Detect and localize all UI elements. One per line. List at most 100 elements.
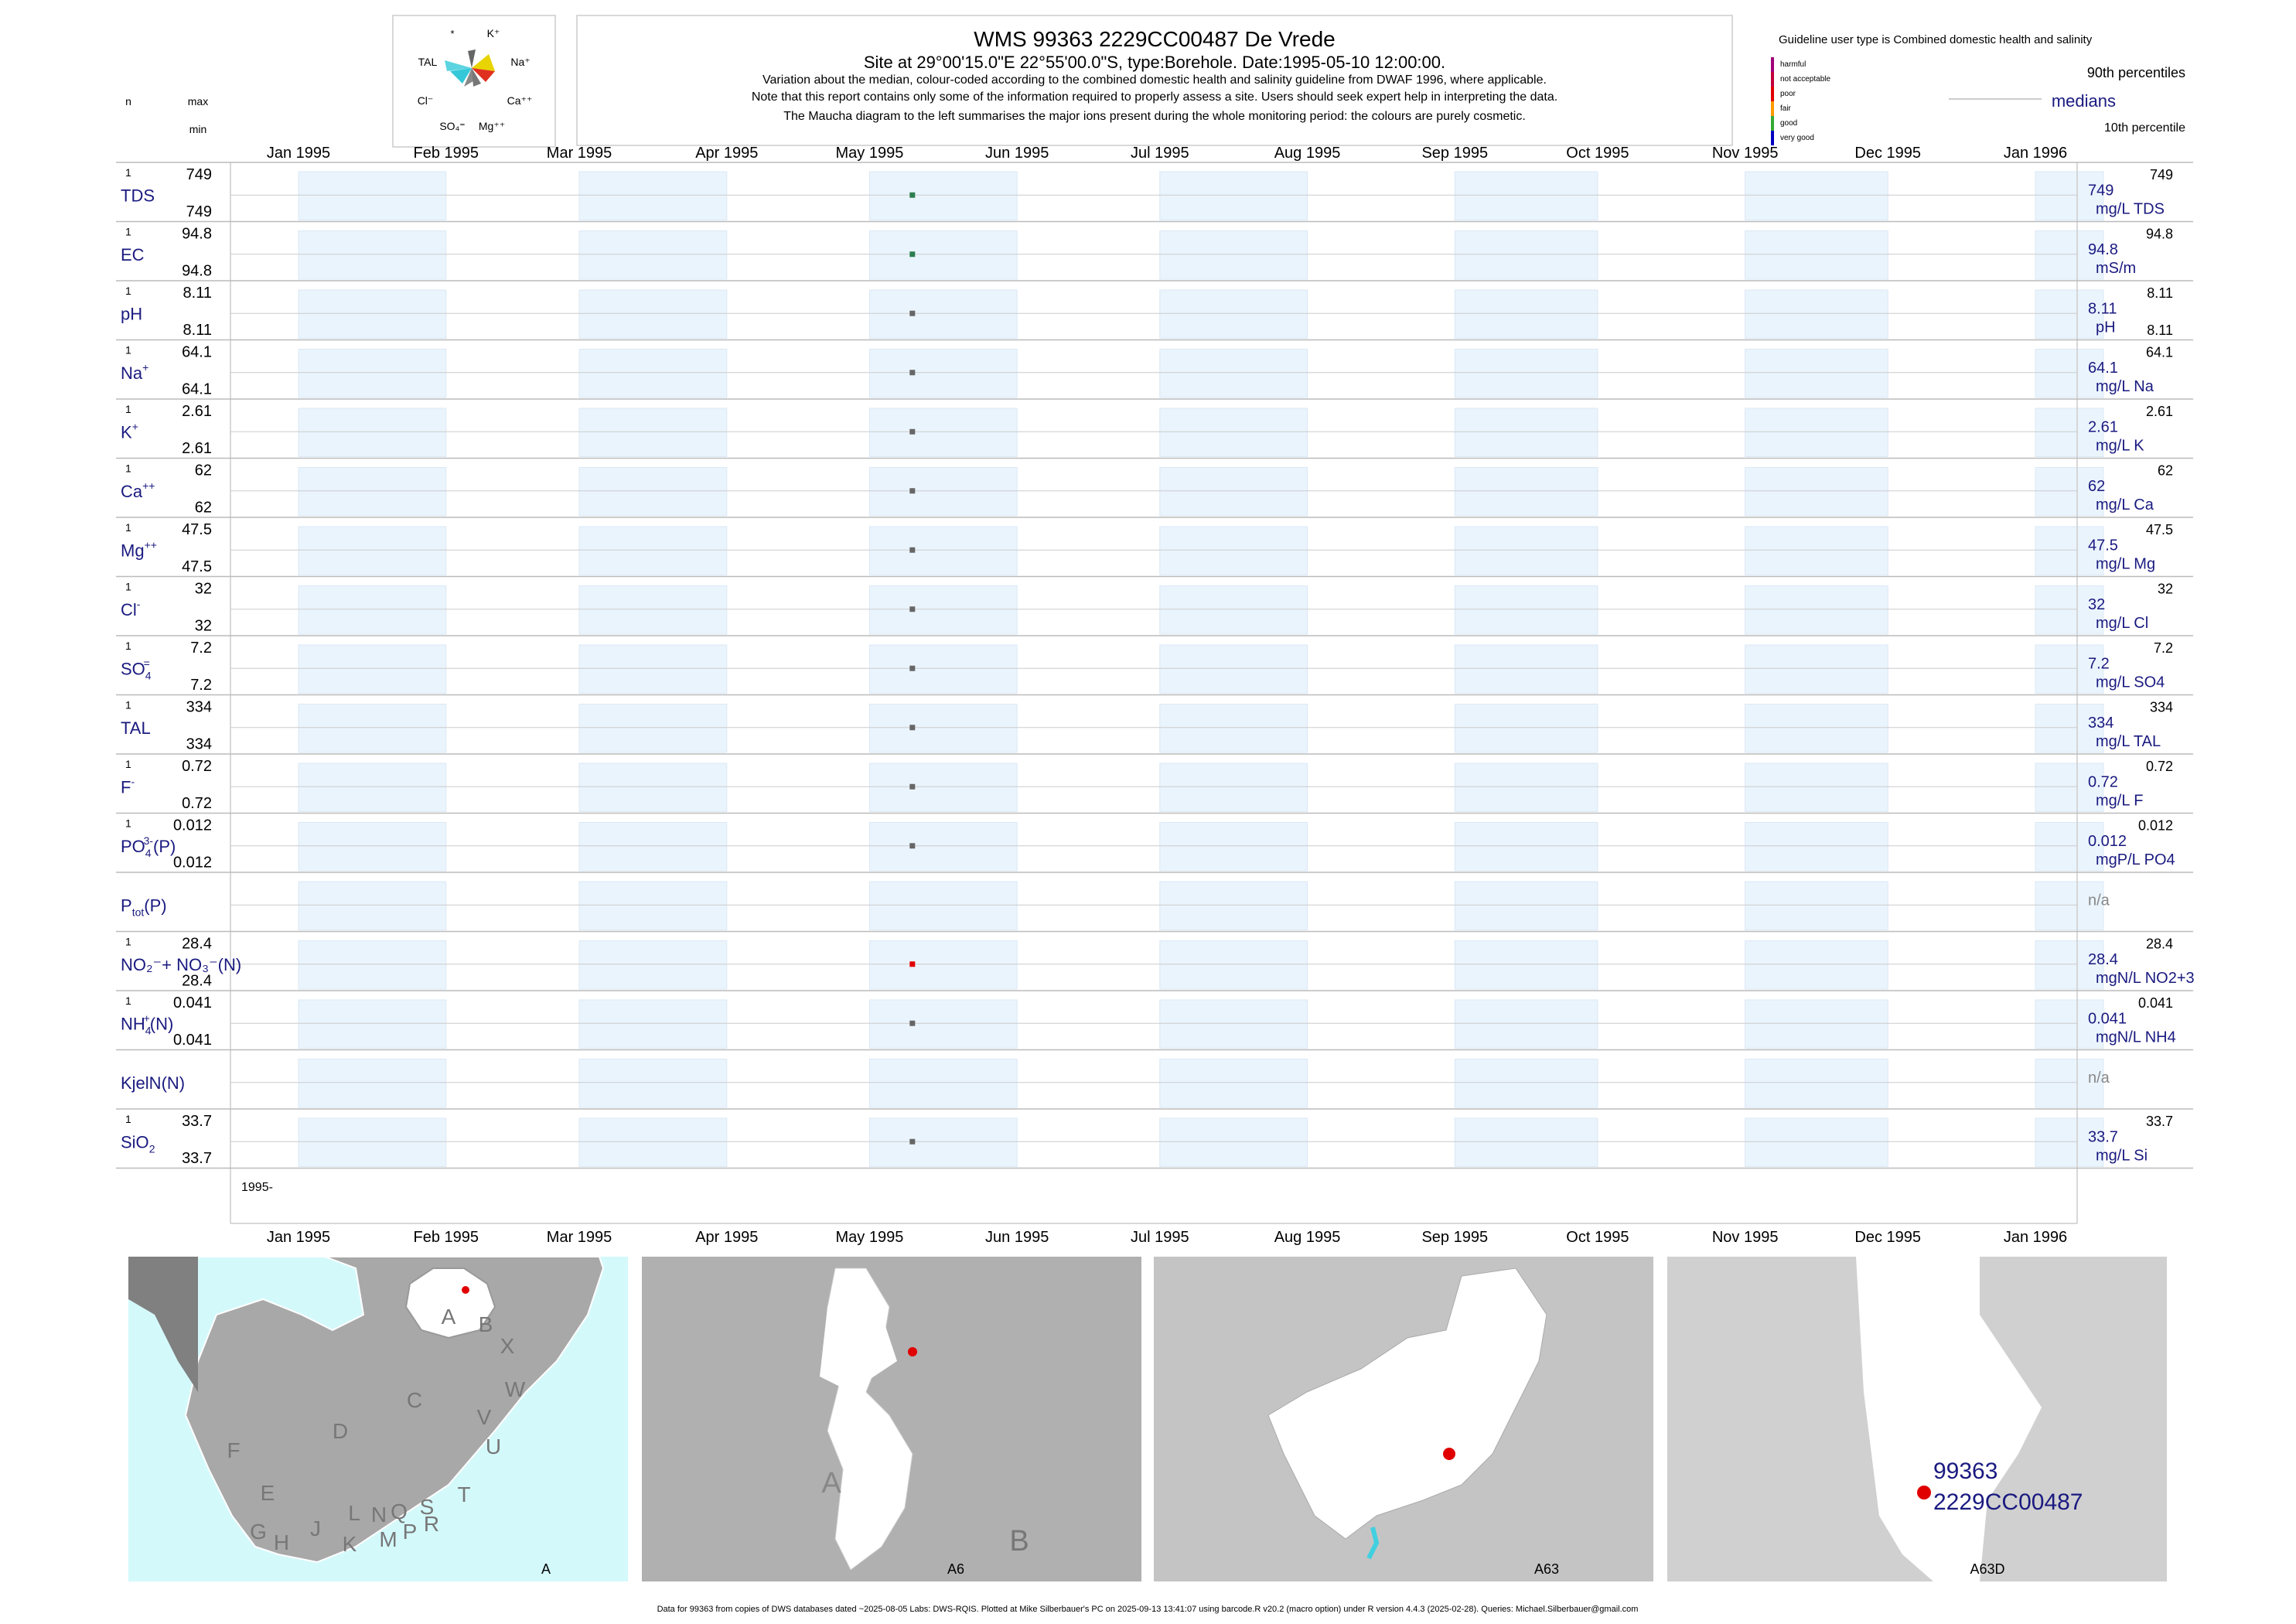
month-band: [578, 1059, 728, 1108]
row-median: 0.72: [2088, 773, 2118, 790]
maucha-label: SO₄⁼: [439, 120, 465, 132]
month-band: [1454, 940, 1598, 990]
parameter-row: 1 0.72 0.72 F- 0.72 mg/L F 0.72: [116, 753, 2193, 812]
region-letter: U: [486, 1435, 501, 1459]
map-letter: A: [821, 1467, 841, 1499]
month-band: [868, 822, 1018, 872]
month-band: [1745, 822, 1888, 872]
month-band: [578, 644, 728, 694]
data-point: [909, 488, 916, 494]
row-median: n/a: [2088, 892, 2110, 909]
month-band: [1454, 585, 1598, 635]
data-point: [909, 843, 916, 849]
month-band: [298, 349, 447, 398]
month-band: [868, 763, 1018, 812]
row-p90: 0.041: [2138, 995, 2173, 1011]
month-tick-label: Dec 1995: [1854, 1229, 1921, 1246]
month-band: [1745, 526, 1888, 575]
month-band: [578, 822, 728, 872]
month-band: [578, 171, 728, 220]
data-point: [909, 1138, 916, 1145]
region-letter: W: [505, 1377, 526, 1401]
month-band: [578, 467, 728, 517]
month-band: [578, 999, 728, 1049]
bottom-year-label: 1995-: [241, 1181, 273, 1194]
month-tick-label: Jan 1995: [267, 145, 330, 162]
row-min: 0.041: [173, 1032, 212, 1049]
row-min: 94.8: [182, 263, 212, 280]
row-label: NO₂⁻+ NO₃⁻(N): [121, 955, 241, 974]
region-letter: F: [227, 1438, 240, 1462]
row-min: 64.1: [182, 381, 212, 398]
month-tick-label: Oct 1995: [1566, 145, 1629, 162]
month-tick-label: May 1995: [835, 145, 903, 162]
month-band: [1159, 940, 1308, 990]
row-p90: 47.5: [2146, 522, 2173, 537]
row-unit: mg/L K: [2096, 437, 2144, 454]
site-id-label: 99363: [1933, 1459, 1997, 1484]
row-max: 2.61: [182, 403, 212, 420]
month-band: [298, 999, 447, 1049]
month-band: [1745, 881, 1888, 930]
legend-class-swatch: [1771, 87, 1774, 101]
month-band: [1745, 171, 1888, 220]
row-label: Mg++: [121, 538, 157, 560]
data-point: [909, 783, 916, 790]
row-median: 64.1: [2088, 360, 2118, 377]
row-label: SiO2: [121, 1132, 155, 1155]
legend-class-swatch: [1771, 72, 1774, 87]
month-band: [298, 526, 447, 575]
month-band: [1745, 467, 1888, 517]
month-band: [1454, 408, 1598, 457]
row-median: 8.11: [2088, 300, 2117, 317]
month-band: [578, 1117, 728, 1167]
min-header: min: [189, 123, 207, 135]
month-band: [578, 940, 728, 990]
row-min: 47.5: [182, 558, 212, 575]
map-letter: B: [1009, 1525, 1029, 1557]
row-unit: mg/L TAL: [2096, 733, 2161, 750]
row-label: pH: [121, 304, 142, 323]
row-unit: mg/L TDS: [2096, 200, 2165, 217]
row-unit: mg/L Mg: [2096, 555, 2155, 572]
row-label: SO4=: [121, 657, 152, 681]
month-band: [1745, 349, 1888, 398]
region-letter: B: [479, 1312, 493, 1336]
month-band: [1159, 704, 1308, 753]
row-max: 62: [195, 462, 212, 479]
month-band: [1745, 408, 1888, 457]
month-band: [298, 408, 447, 457]
data-point: [909, 961, 916, 967]
month-band: [578, 704, 728, 753]
month-band: [2035, 763, 2104, 812]
region-letter: Q: [391, 1499, 408, 1523]
month-tick-label: Jul 1995: [1131, 145, 1189, 162]
month-tick-label: Nov 1995: [1712, 1229, 1779, 1246]
month-band: [2035, 289, 2104, 339]
month-band: [578, 526, 728, 575]
row-label: EC: [121, 245, 145, 264]
maucha-label: *: [450, 28, 454, 39]
month-band: [2035, 644, 2104, 694]
row-label: K+: [121, 420, 138, 442]
month-band: [578, 585, 728, 635]
month-band: [1454, 881, 1598, 930]
legend-class-swatch: [1771, 116, 1774, 131]
medians-label: medians: [2052, 91, 2116, 111]
row-unit: mg/L SO4: [2096, 674, 2165, 691]
month-band: [1159, 467, 1308, 517]
parameter-row: 1 8.11 8.11 pH 8.11 pH 8.11 8.11: [116, 280, 2193, 339]
row-median: 0.012: [2088, 833, 2127, 850]
month-band: [1159, 881, 1308, 930]
month-tick-label: Feb 1995: [413, 1229, 479, 1246]
month-band: [298, 644, 447, 694]
month-bands: [298, 171, 2104, 1167]
data-point: [909, 725, 916, 731]
month-band: [868, 349, 1018, 398]
month-band: [2035, 230, 2104, 280]
month-band: [1745, 1059, 1888, 1108]
